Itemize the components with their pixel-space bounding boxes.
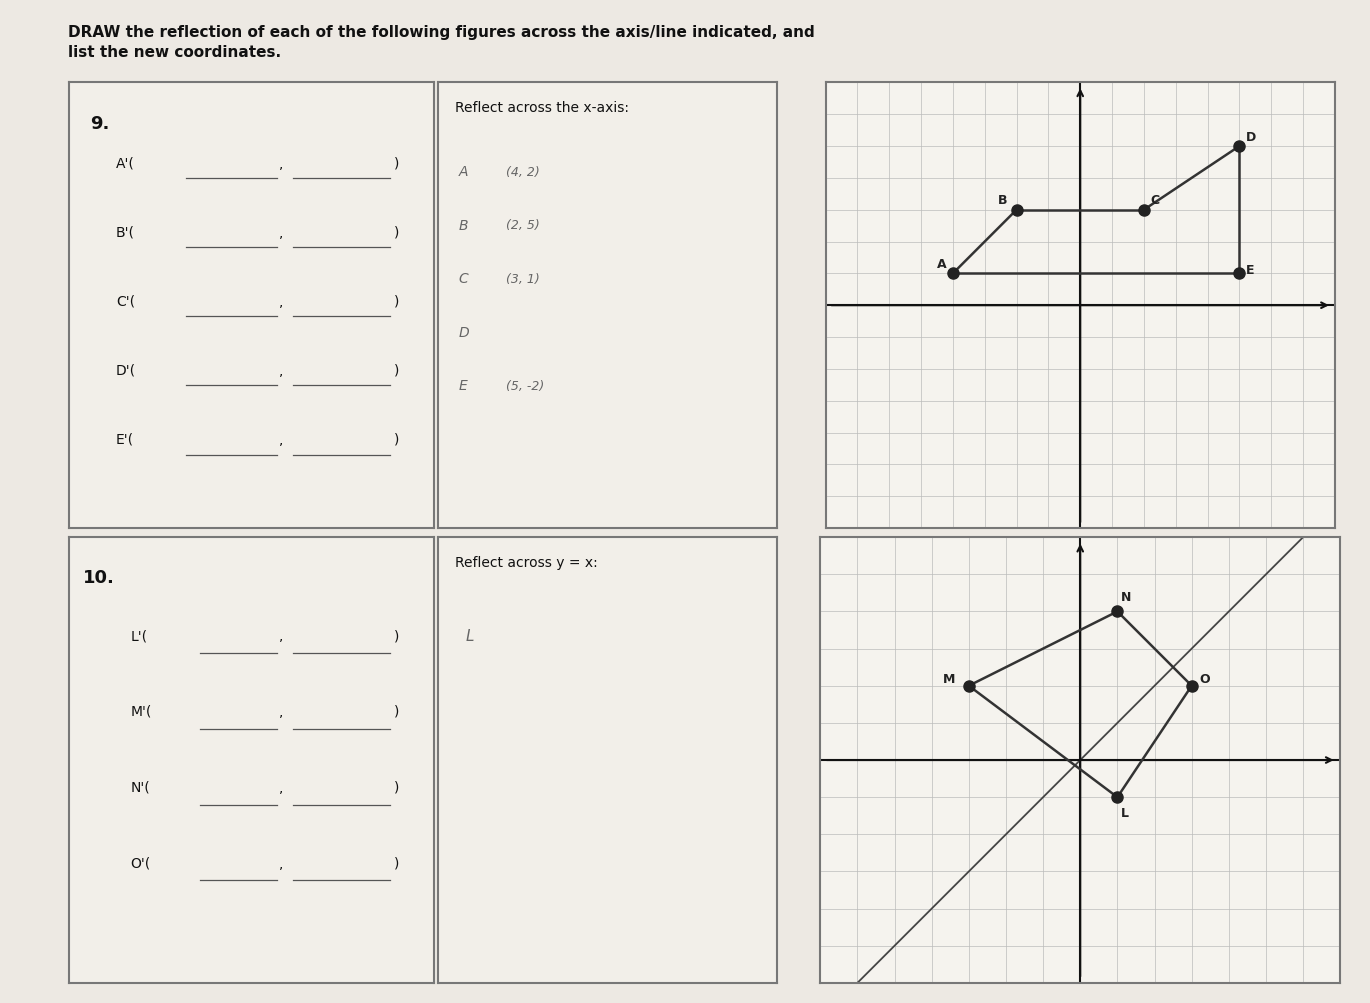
Text: B'(: B'(	[116, 226, 136, 240]
Text: ): )	[395, 780, 400, 794]
Text: M'(: M'(	[130, 704, 152, 718]
Text: ,: ,	[279, 856, 284, 870]
Text: D'(: D'(	[116, 363, 136, 377]
Text: ,: ,	[279, 363, 284, 377]
Text: B: B	[459, 219, 469, 233]
Text: B: B	[997, 195, 1007, 208]
Text: N'(: N'(	[130, 780, 151, 794]
Text: M: M	[943, 672, 955, 685]
Text: ,: ,	[279, 226, 284, 240]
Text: Reflect across y = x:: Reflect across y = x:	[455, 556, 599, 570]
Text: (4, 2): (4, 2)	[506, 165, 540, 179]
Text: ,: ,	[279, 432, 284, 446]
Text: A: A	[937, 258, 947, 271]
Text: ): )	[395, 856, 400, 870]
Text: list the new coordinates.: list the new coordinates.	[68, 45, 282, 60]
Text: L: L	[1121, 806, 1129, 818]
Text: N: N	[1121, 591, 1132, 604]
Text: O: O	[1199, 672, 1210, 685]
Text: ,: ,	[279, 156, 284, 171]
Text: E: E	[1245, 264, 1255, 277]
Text: O'(: O'(	[130, 856, 151, 870]
Text: ): )	[395, 629, 400, 643]
Text: DRAW the reflection of each of the following figures across the axis/line indica: DRAW the reflection of each of the follo…	[68, 25, 815, 40]
Text: ): )	[395, 295, 400, 309]
Text: D: D	[459, 326, 470, 340]
Text: ): )	[395, 156, 400, 171]
Text: L: L	[466, 628, 474, 643]
Text: E'(: E'(	[116, 432, 134, 446]
Text: E: E	[459, 379, 467, 393]
Text: ): )	[395, 226, 400, 240]
Text: (5, -2): (5, -2)	[506, 379, 544, 392]
Text: ,: ,	[279, 780, 284, 794]
Text: ,: ,	[279, 295, 284, 309]
Text: (2, 5): (2, 5)	[506, 220, 540, 233]
Text: ): )	[395, 363, 400, 377]
Text: L'(: L'(	[130, 629, 148, 643]
Text: C'(: C'(	[116, 295, 136, 309]
Text: ): )	[395, 432, 400, 446]
Text: 9.: 9.	[90, 114, 110, 132]
Text: ,: ,	[279, 704, 284, 718]
Text: D: D	[1245, 130, 1256, 143]
Text: C: C	[459, 272, 469, 286]
Text: (3, 1): (3, 1)	[506, 273, 540, 286]
Text: 10.: 10.	[84, 569, 115, 587]
Text: A: A	[459, 165, 469, 180]
Text: ): )	[395, 704, 400, 718]
Text: C: C	[1151, 195, 1159, 208]
Text: A'(: A'(	[116, 156, 134, 171]
Text: ,: ,	[279, 629, 284, 643]
Text: Reflect across the x-axis:: Reflect across the x-axis:	[455, 101, 629, 115]
